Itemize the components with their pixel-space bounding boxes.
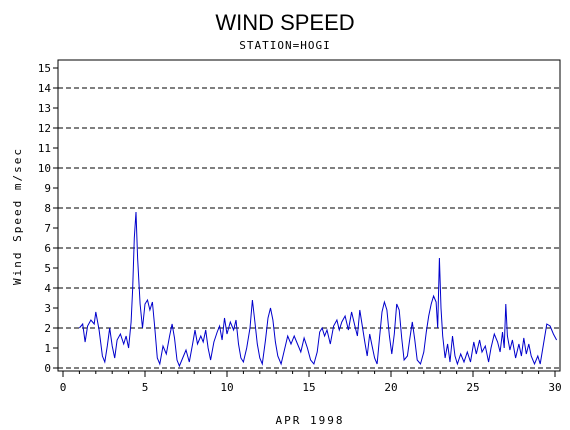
- y-tick-label: 0: [44, 362, 51, 375]
- series-layer: [79, 211, 558, 368]
- y-tick-label: 13: [38, 102, 51, 115]
- x-tick-label: 10: [220, 381, 233, 394]
- x-axis-label: APR 1998: [276, 414, 345, 427]
- grid-lines: [58, 87, 560, 369]
- y-tick-label: 2: [44, 322, 51, 335]
- y-tick-label: 1: [44, 342, 51, 355]
- series-line: [79, 211, 558, 368]
- y-tick-label: 11: [38, 142, 51, 155]
- chart-subtitle: STATION=HOGI: [239, 39, 330, 52]
- x-tick-label: 15: [302, 381, 315, 394]
- x-tick-label: 5: [142, 381, 149, 394]
- y-tick-label: 12: [38, 122, 51, 135]
- y-tick-label: 14: [38, 82, 52, 95]
- y-tick-label: 15: [38, 62, 51, 75]
- y-tick-label: 5: [44, 262, 51, 275]
- x-tick-label: 20: [384, 381, 397, 394]
- x-axis: 0 5 10 15 20 25 30: [60, 371, 562, 394]
- y-tick-label: 9: [44, 182, 51, 195]
- x-tick-label: 25: [466, 381, 479, 394]
- y-tick-label: 3: [44, 302, 51, 315]
- y-axis-label: Wind Speed m/sec: [11, 147, 24, 285]
- x-tick-label: 30: [548, 381, 561, 394]
- y-tick-label: 6: [44, 242, 51, 255]
- y-tick-label: 8: [44, 202, 51, 215]
- y-tick-label: 7: [44, 222, 51, 235]
- x-tick-label: 0: [60, 381, 67, 394]
- chart-title: WIND SPEED: [215, 10, 354, 35]
- y-tick-label: 10: [38, 162, 51, 175]
- y-tick-label: 4: [44, 282, 51, 295]
- plot-frame: [57, 59, 561, 372]
